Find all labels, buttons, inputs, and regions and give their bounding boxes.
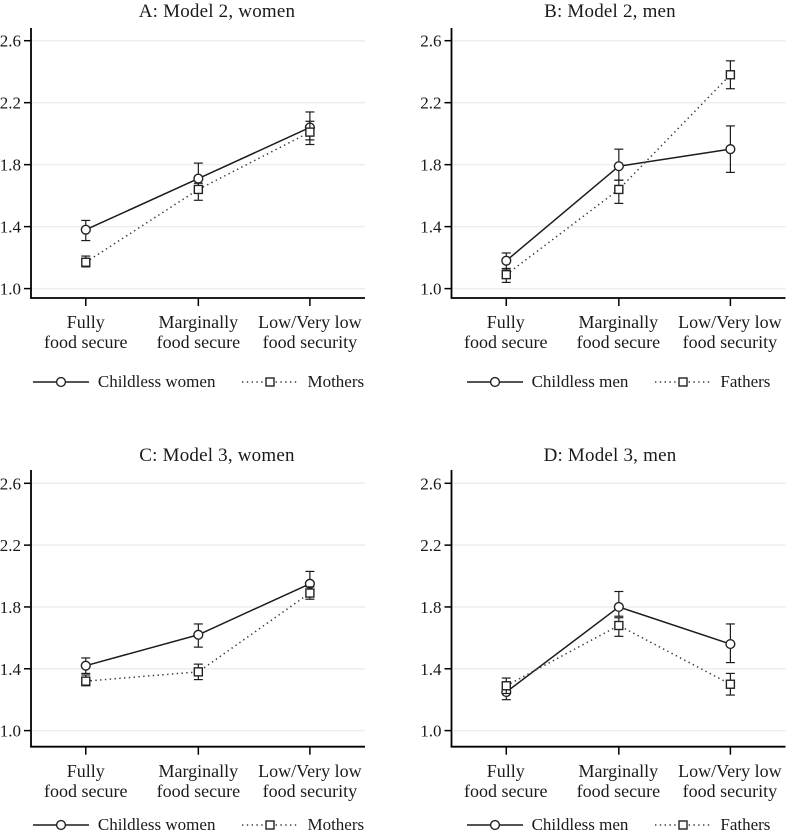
marker-square <box>193 667 204 677</box>
legend-key-solid-circle-icon <box>466 818 524 832</box>
x-axis-labels: Fully food secure Marginally food secure Low… <box>31 312 365 360</box>
legend-key-dotted-square-icon <box>241 375 299 389</box>
y-tick-label: 2.2 <box>0 94 21 113</box>
plot-area: 2.6 2.2 1.8 1.4 1.0 <box>420 470 786 755</box>
panel-title: D: Model 3, men <box>543 445 677 466</box>
legend: Childless men Fathers <box>451 815 785 834</box>
y-tick-label: 2.2 <box>420 536 441 555</box>
y-tick-label: 1.8 <box>420 598 441 617</box>
marker-circle <box>725 638 736 650</box>
marker-circle <box>725 144 736 155</box>
plot-area: 2.6 2.2 1.8 1.4 1.0 <box>420 28 786 306</box>
y-tick-label: 1.4 <box>0 218 22 237</box>
y-tick-label: 2.6 <box>0 474 21 493</box>
plot-area: 2.6 2.2 1.8 1.4 1.0 <box>0 470 365 755</box>
panel-title: B: Model 2, men <box>544 1 676 22</box>
y-tick-label: 1.0 <box>420 280 441 299</box>
legend: Childless women Mothers <box>31 815 365 834</box>
marker-circle <box>501 255 512 266</box>
marker-square <box>725 70 736 80</box>
legend-label: Fathers <box>720 815 771 834</box>
x-category-label: Marginally food secure <box>576 761 661 801</box>
marker-square <box>614 184 624 195</box>
x-category-label: Fully food secure <box>44 761 128 801</box>
legend-key-dotted-square-icon <box>654 375 712 389</box>
panel-a-model2-women: A: Model 2, women 2.6 2.2 1.8 1.4 1.0 Fully f… <box>0 0 393 417</box>
series-line-dotted <box>505 624 731 687</box>
marker-square <box>81 257 91 267</box>
marker-square <box>501 269 511 280</box>
x-category-label: Low/Very low food security <box>678 761 782 801</box>
marker-square <box>725 679 736 689</box>
legend-label: Childless men <box>531 815 629 834</box>
y-tick-label: 2.6 <box>420 474 441 493</box>
y-tick-label: 2.2 <box>420 94 441 113</box>
legend-label: Childless men <box>531 372 629 391</box>
x-category-label: Fully food secure <box>44 312 128 352</box>
y-tick-label: 1.0 <box>0 280 21 299</box>
x-axis-labels: Fully food secure Marginally food secure Low… <box>451 312 785 360</box>
legend-key-dotted-square-icon <box>654 818 712 832</box>
x-category-label: Fully food secure <box>464 761 548 801</box>
y-tick-label: 1.4 <box>420 660 442 679</box>
panel-title: C: Model 3, women <box>139 445 295 466</box>
panel-title: A: Model 2, women <box>138 1 296 22</box>
y-tick-label: 2.2 <box>0 536 21 555</box>
marker-square <box>305 127 315 137</box>
legend-label: Fathers <box>720 372 771 391</box>
y-tick-label: 1.8 <box>0 598 21 617</box>
y-tick-label: 1.0 <box>420 722 441 741</box>
legend-key-solid-circle-icon <box>466 375 524 389</box>
marker-square <box>501 681 511 691</box>
y-tick-label: 2.6 <box>0 32 21 51</box>
x-category-label: Marginally food secure <box>156 312 241 352</box>
x-category-label: Low/Very low food security <box>678 312 782 352</box>
panel-b-model2-men: B: Model 2, men 2.6 2.2 1.8 1.4 1.0 Fully foo… <box>393 0 786 417</box>
y-tick-label: 1.8 <box>0 156 21 175</box>
x-category-label: Marginally food secure <box>156 761 241 801</box>
marker-circle <box>613 601 624 613</box>
legend-key-dotted-square-icon <box>241 818 299 832</box>
legend-label: Mothers <box>307 815 365 834</box>
legend: Childless women Mothers <box>31 372 365 391</box>
panel-d-model3-men: D: Model 3, men 2.6 2.2 1.8 1.4 1.0 Fully foo… <box>393 417 786 834</box>
legend: Childless men Fathers <box>451 372 785 391</box>
y-tick-label: 1.0 <box>0 722 21 741</box>
x-axis-labels: Fully food secure Marginally food secure Low… <box>31 761 365 809</box>
y-tick-label: 1.4 <box>420 218 442 237</box>
legend-label: Childless women <box>97 815 216 834</box>
x-axis-labels: Fully food secure Marginally food secure Low… <box>451 761 785 809</box>
legend-label: Childless women <box>97 372 216 391</box>
legend-key-solid-circle-icon <box>32 375 90 389</box>
marker-square <box>305 588 315 598</box>
y-tick-label: 1.8 <box>420 156 441 175</box>
panel-c-model3-women: C: Model 3, women 2.6 2.2 1.8 1.4 1.0 Fully f… <box>0 417 393 834</box>
marker-circle <box>193 629 204 640</box>
marker-square <box>81 676 91 686</box>
x-category-label: Low/Very low food security <box>258 761 362 801</box>
marker-circle <box>80 660 91 671</box>
marker-circle <box>613 161 624 172</box>
plot-area: 2.6 2.2 1.8 1.4 1.0 <box>0 28 365 306</box>
marker-square <box>614 620 624 631</box>
legend-key-solid-circle-icon <box>32 818 90 832</box>
x-category-label: Marginally food secure <box>576 312 661 352</box>
marker-circle <box>193 173 204 184</box>
y-tick-label: 1.4 <box>0 660 22 679</box>
y-tick-label: 2.6 <box>420 32 441 51</box>
marker-square <box>193 184 204 195</box>
marker-circle <box>80 224 91 235</box>
x-category-label: Low/Very low food security <box>258 312 362 352</box>
x-category-label: Fully food secure <box>464 312 548 352</box>
legend-label: Mothers <box>307 372 365 391</box>
